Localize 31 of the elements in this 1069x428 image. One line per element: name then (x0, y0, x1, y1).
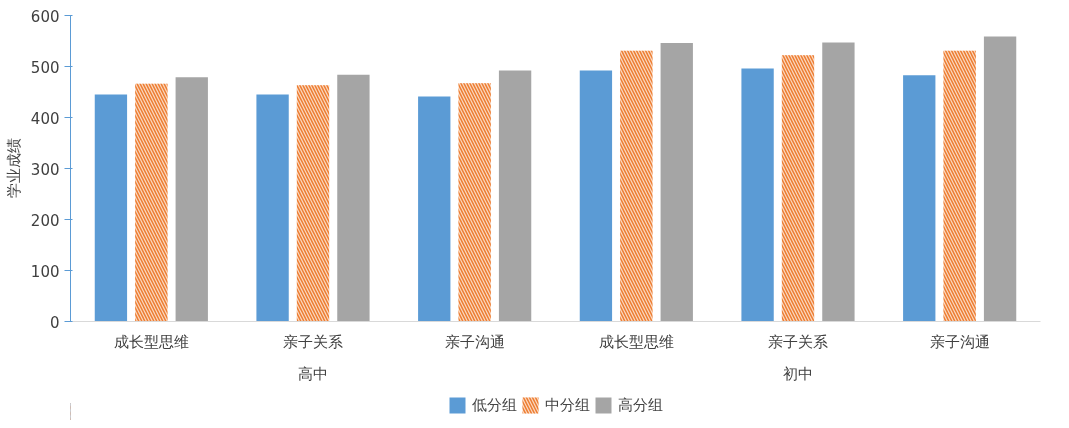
bar (256, 94, 289, 322)
bar (903, 75, 936, 322)
legend-label: 中分组 (545, 395, 590, 415)
bar (822, 42, 855, 322)
x-tick-label: 成长型思维 (598, 332, 674, 351)
y-tick-label: 300 (30, 160, 60, 179)
y-tick-label: 500 (30, 58, 60, 77)
bar (741, 68, 774, 322)
bar (660, 43, 693, 322)
bar (983, 36, 1017, 322)
x-tick-label: 亲子关系 (283, 332, 343, 351)
bar (579, 70, 613, 322)
x-tick-label: 成长型思维 (113, 332, 189, 351)
bar (418, 96, 451, 322)
x-tick-label: 亲子沟通 (444, 332, 505, 351)
text: 初中 (783, 364, 813, 383)
bar (175, 77, 208, 322)
y-tick-label: 200 (30, 211, 60, 230)
legend-label: 高分组 (618, 395, 663, 415)
bar (94, 94, 128, 322)
legend-label: 低分组 (472, 395, 517, 415)
y-tick-label: 600 (30, 7, 60, 26)
y-tick-label: 400 (30, 109, 60, 128)
x-tick-label: 亲子沟通 (929, 332, 990, 351)
bar (337, 74, 370, 322)
bar (498, 70, 532, 322)
y-tick-label: 0 (49, 313, 60, 332)
y-tick-label: 100 (30, 262, 60, 281)
text: 高中 (298, 364, 328, 383)
x-tick-label: 亲子关系 (768, 332, 828, 351)
y-axis-title: 学业成绩 (4, 138, 23, 199)
